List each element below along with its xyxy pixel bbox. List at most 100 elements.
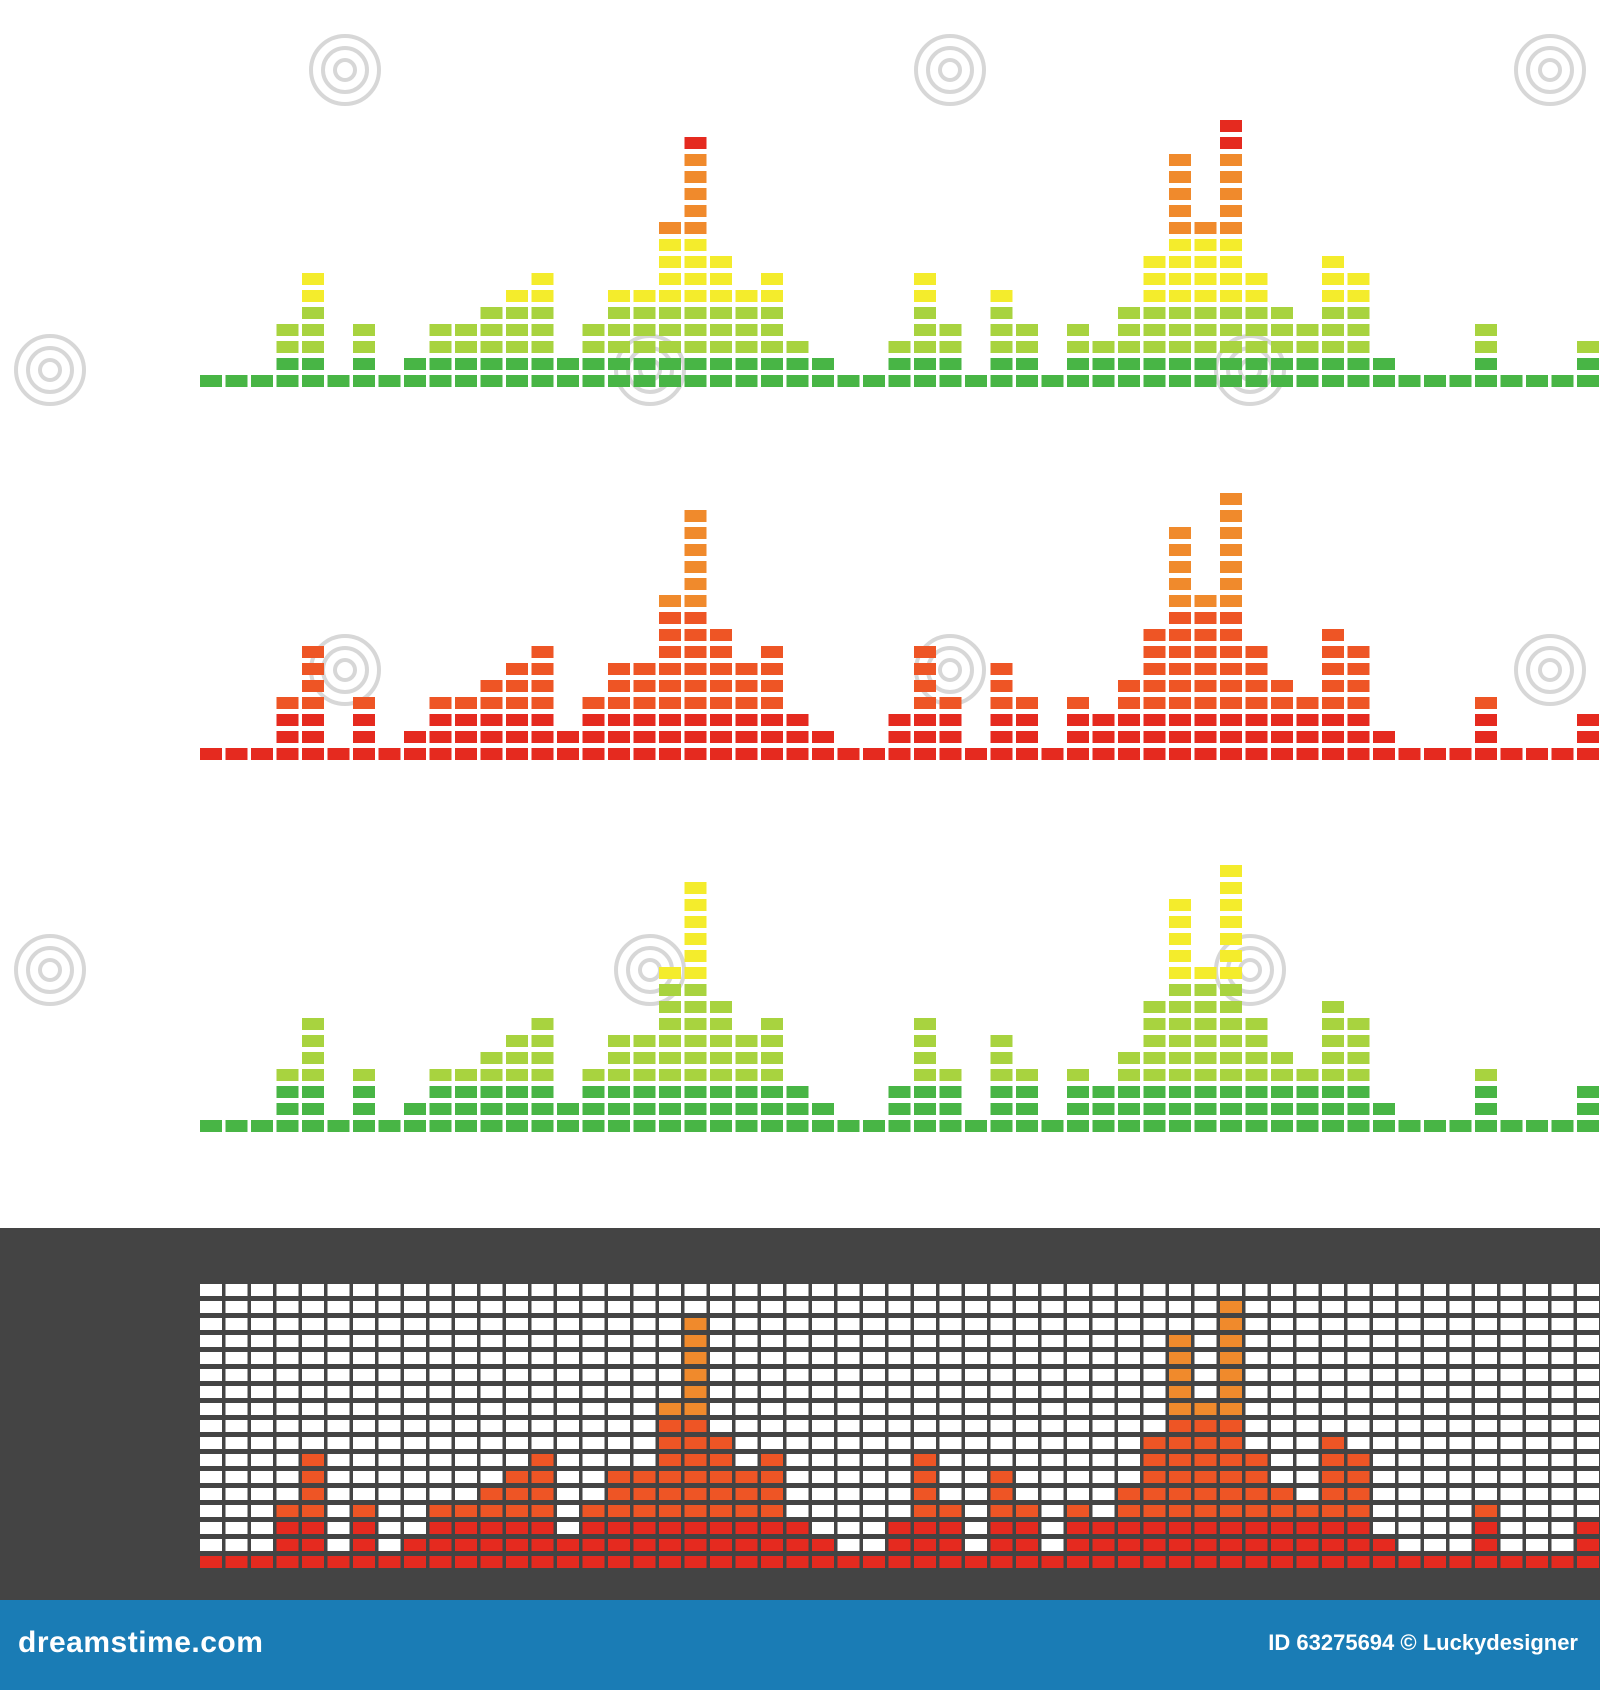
- equalizer-segment: [531, 1052, 554, 1064]
- equalizer-segment: [1220, 188, 1242, 200]
- equalizer-segment: [990, 1556, 1013, 1568]
- equalizer-segment-off: [429, 1471, 452, 1483]
- equalizer-segment-off: [302, 1386, 324, 1398]
- equalizer-segment: [1169, 1539, 1191, 1551]
- equalizer-segment: [684, 731, 707, 743]
- equalizer-segment-off: [761, 1335, 783, 1347]
- equalizer-segment: [659, 1556, 681, 1568]
- equalizer-segment: [1169, 748, 1191, 760]
- equalizer-segment: [990, 1103, 1013, 1115]
- equalizer-segment: [1169, 205, 1191, 217]
- equalizer-segment: [761, 341, 783, 353]
- equalizer-segment: [684, 1471, 707, 1483]
- equalizer-segment: [914, 697, 936, 709]
- equalizer-segment: [1245, 1069, 1268, 1081]
- equalizer-segment: [1322, 1522, 1344, 1534]
- equalizer-segment: [1296, 697, 1319, 709]
- equalizer-segment: [633, 663, 656, 675]
- equalizer-segment: [1169, 341, 1191, 353]
- equalizer-segment: [1347, 307, 1370, 319]
- equalizer-segment: [710, 375, 732, 387]
- equalizer-segment-off: [888, 1488, 911, 1500]
- equalizer-segment: [1245, 646, 1268, 658]
- equalizer-segment-off: [1449, 1335, 1472, 1347]
- equalizer-segment: [506, 1556, 528, 1568]
- equalizer-segment: [684, 1018, 707, 1030]
- equalizer-segment-off: [1424, 1369, 1446, 1381]
- equalizer-segment: [684, 967, 707, 979]
- equalizer-segment: [786, 1556, 809, 1568]
- equalizer-segment: [710, 646, 732, 658]
- equalizer-segment: [200, 1556, 222, 1568]
- equalizer-segment: [812, 1539, 834, 1551]
- equalizer-segment-off: [1500, 1454, 1523, 1466]
- equalizer-segment: [1271, 307, 1293, 319]
- equalizer-segment: [276, 1103, 299, 1115]
- equalizer-segment: [1322, 1505, 1344, 1517]
- equalizer-segment: [1322, 1471, 1344, 1483]
- equalizer-segment-off: [1373, 1437, 1395, 1449]
- equalizer-segment: [1016, 1086, 1038, 1098]
- equalizer-segment-off: [990, 1284, 1013, 1296]
- equalizer-segment: [1220, 595, 1242, 607]
- equalizer-segment: [761, 680, 783, 692]
- equalizer-segment: [455, 375, 477, 387]
- equalizer-segment: [1271, 697, 1293, 709]
- equalizer-segment-off: [1271, 1352, 1293, 1364]
- equalizer-segment: [1118, 1488, 1140, 1500]
- equalizer-segment-off: [1526, 1505, 1548, 1517]
- equalizer-segment-off: [455, 1369, 477, 1381]
- equalizer-segment: [1143, 1120, 1166, 1132]
- equalizer-segment-off: [1449, 1318, 1472, 1330]
- equalizer-segment: [1169, 1386, 1191, 1398]
- equalizer-segment-off: [1526, 1318, 1548, 1330]
- equalizer-segment-off: [1373, 1352, 1395, 1364]
- equalizer-segment-off: [1373, 1386, 1395, 1398]
- equalizer-segment: [302, 663, 324, 675]
- equalizer-segment: [1143, 1488, 1166, 1500]
- equalizer-segment-off: [837, 1471, 860, 1483]
- equalizer-segment: [1322, 324, 1344, 336]
- equalizer-segment-off: [429, 1301, 452, 1313]
- equalizer-segment: [455, 1120, 477, 1132]
- equalizer-segment-off: [302, 1335, 324, 1347]
- equalizer-segment-off: [327, 1522, 350, 1534]
- equalizer-segment-off: [531, 1301, 554, 1313]
- equalizer-segment-off: [1526, 1437, 1548, 1449]
- equalizer-segment-off: [582, 1352, 605, 1364]
- equalizer-segment: [1041, 748, 1064, 760]
- equalizer-segment-off: [1424, 1471, 1446, 1483]
- equalizer-segment-off: [786, 1505, 809, 1517]
- equalizer-segment: [1296, 1522, 1319, 1534]
- equalizer-segment: [302, 714, 324, 726]
- equalizer-segment-off: [786, 1301, 809, 1313]
- equalizer-segment: [633, 714, 656, 726]
- equalizer-segment: [276, 1086, 299, 1098]
- equalizer-segment-off: [1118, 1369, 1140, 1381]
- equalizer-segment: [1245, 697, 1268, 709]
- equalizer-segment: [965, 1556, 987, 1568]
- equalizer-segment-off: [327, 1471, 350, 1483]
- equalizer-segment: [1322, 358, 1344, 370]
- equalizer-segment: [633, 324, 656, 336]
- equalizer-segment-off: [1526, 1539, 1548, 1551]
- equalizer-segment: [608, 1035, 630, 1047]
- equalizer-segment-off: [531, 1403, 554, 1415]
- equalizer-segment-off: [1245, 1318, 1268, 1330]
- equalizer-segment-off: [786, 1454, 809, 1466]
- equalizer-segment: [990, 324, 1013, 336]
- equalizer-segment-off: [353, 1454, 375, 1466]
- equalizer-segment-off: [506, 1301, 528, 1313]
- equalizer-segment: [914, 307, 936, 319]
- equalizer-segment-off: [251, 1539, 273, 1551]
- equalizer-segment: [914, 375, 936, 387]
- equalizer-segment: [1271, 1086, 1293, 1098]
- equalizer-segment: [480, 1086, 503, 1098]
- equalizer-segment: [1169, 950, 1191, 962]
- equalizer-segment: [684, 1386, 707, 1398]
- equalizer-segment-off: [378, 1505, 401, 1517]
- spiral-logo-icon: [14, 334, 86, 406]
- equalizer-segment-off: [990, 1403, 1013, 1415]
- equalizer-segment: [1143, 1556, 1166, 1568]
- equalizer-segment: [710, 1522, 732, 1534]
